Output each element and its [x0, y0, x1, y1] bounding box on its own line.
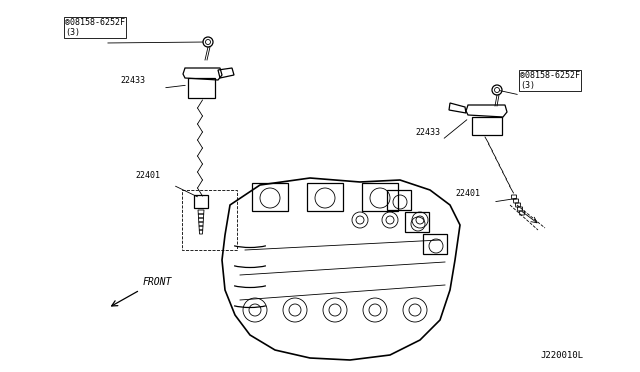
Bar	[405, 212, 429, 232]
Bar	[362, 183, 398, 211]
Text: 22401: 22401	[455, 189, 480, 198]
Text: 22433: 22433	[415, 128, 440, 137]
Text: 22401: 22401	[135, 171, 160, 180]
Bar	[423, 234, 447, 254]
Bar	[182, 190, 237, 250]
Text: ®08158-6252F
(3): ®08158-6252F (3)	[520, 71, 580, 90]
Text: ®08158-6252F
(3): ®08158-6252F (3)	[65, 17, 125, 37]
Bar	[387, 190, 411, 210]
Bar	[307, 183, 343, 211]
Text: FRONT: FRONT	[143, 277, 172, 287]
Text: J220010L: J220010L	[540, 351, 583, 360]
Text: 22433: 22433	[120, 76, 145, 85]
Bar	[252, 183, 288, 211]
